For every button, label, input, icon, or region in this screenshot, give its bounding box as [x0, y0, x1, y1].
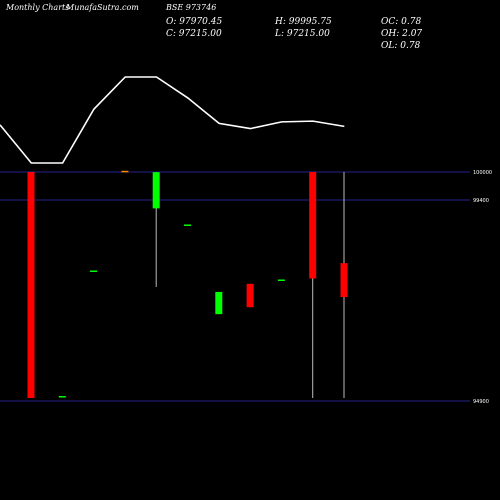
candle-body [340, 263, 348, 298]
candle-body [152, 172, 160, 209]
ol-value: OL: 0.78 [381, 41, 421, 51]
indicator-line [0, 76, 345, 164]
high-value: H: 99995.75 [275, 17, 332, 27]
candle-body [246, 283, 254, 308]
oc-value: OC: 0.78 [381, 17, 422, 27]
candle-body [215, 291, 223, 315]
y-tick-label: 94900 [473, 399, 489, 405]
site-label: MunafaSutra.com [66, 3, 139, 12]
chart-type-label: Monthly Charts [6, 3, 70, 12]
y-tick-label: 100000 [473, 170, 492, 176]
y-tick-label: 99400 [473, 198, 489, 204]
low-value: L: 97215.00 [275, 29, 330, 39]
close-value: C: 97215.00 [166, 29, 222, 39]
symbol-label: BSE 973746 [166, 3, 217, 12]
candle-body [309, 172, 317, 279]
open-value: O: 97970.45 [166, 17, 223, 27]
oh-value: OH: 2.07 [381, 29, 423, 39]
candle-body [27, 172, 35, 398]
